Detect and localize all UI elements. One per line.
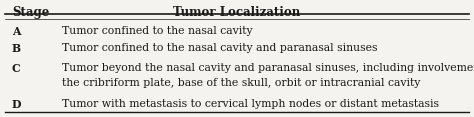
Text: A: A — [12, 26, 20, 37]
Text: Tumor confined to the nasal cavity: Tumor confined to the nasal cavity — [62, 26, 252, 36]
Text: Tumor beyond the nasal cavity and paranasal sinuses, including involvement of: Tumor beyond the nasal cavity and parana… — [62, 63, 474, 73]
Text: C: C — [12, 63, 20, 74]
Text: D: D — [12, 99, 21, 110]
Text: B: B — [12, 43, 21, 54]
Text: Stage: Stage — [12, 6, 49, 19]
Text: Tumor confined to the nasal cavity and paranasal sinuses: Tumor confined to the nasal cavity and p… — [62, 43, 377, 53]
Text: Tumor Localization: Tumor Localization — [173, 6, 301, 19]
Text: Tumor with metastasis to cervical lymph nodes or distant metastasis: Tumor with metastasis to cervical lymph … — [62, 99, 438, 109]
Text: the cribriform plate, base of the skull, orbit or intracranial cavity: the cribriform plate, base of the skull,… — [62, 78, 420, 88]
